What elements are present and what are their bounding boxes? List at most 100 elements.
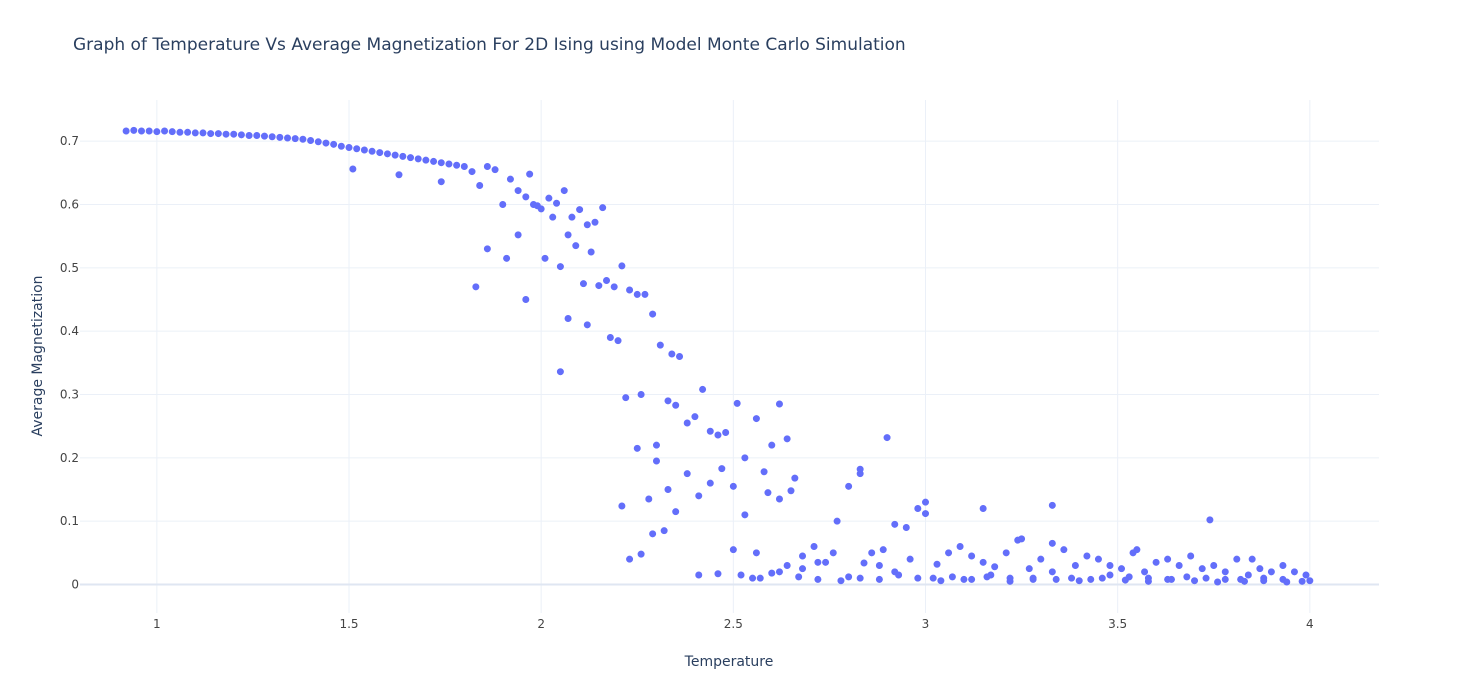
data-point bbox=[376, 149, 384, 157]
data-point bbox=[541, 254, 549, 262]
data-point bbox=[1075, 577, 1083, 585]
data-point bbox=[330, 140, 338, 148]
data-point bbox=[603, 276, 611, 284]
data-point bbox=[1037, 555, 1045, 563]
y-tick-label: 0.5 bbox=[60, 261, 79, 275]
data-point bbox=[956, 542, 964, 550]
data-point bbox=[895, 571, 903, 579]
x-tick-label: 3.5 bbox=[1108, 617, 1127, 631]
data-point bbox=[556, 368, 564, 376]
data-point bbox=[814, 575, 822, 583]
data-point bbox=[795, 573, 803, 581]
data-point bbox=[668, 350, 676, 358]
data-point bbox=[1018, 535, 1026, 543]
data-point bbox=[914, 504, 922, 512]
data-point bbox=[1248, 555, 1256, 563]
data-point bbox=[991, 563, 999, 571]
data-point bbox=[145, 127, 153, 135]
data-point bbox=[676, 352, 684, 360]
data-point bbox=[856, 574, 864, 582]
data-point bbox=[1233, 555, 1241, 563]
data-point bbox=[695, 571, 703, 579]
data-point bbox=[353, 145, 361, 153]
data-point bbox=[618, 502, 626, 510]
data-point bbox=[937, 577, 945, 585]
data-point bbox=[214, 130, 222, 138]
data-point bbox=[733, 399, 741, 407]
data-point bbox=[1060, 546, 1068, 554]
data-point bbox=[468, 168, 476, 176]
data-point bbox=[656, 341, 664, 349]
data-point bbox=[1187, 552, 1195, 560]
data-point bbox=[591, 218, 599, 226]
data-point bbox=[768, 569, 776, 577]
data-point bbox=[176, 128, 184, 136]
data-point bbox=[764, 489, 772, 497]
data-point bbox=[583, 221, 591, 229]
data-point bbox=[253, 131, 261, 139]
data-point bbox=[664, 397, 672, 405]
data-point bbox=[1094, 555, 1102, 563]
data-point bbox=[714, 570, 722, 578]
data-point bbox=[672, 401, 680, 409]
data-point bbox=[230, 130, 238, 138]
data-point bbox=[345, 144, 353, 152]
data-point bbox=[1118, 565, 1126, 573]
data-point bbox=[595, 282, 603, 290]
data-point bbox=[768, 441, 776, 449]
y-tick-label: 0.6 bbox=[60, 198, 79, 212]
data-point bbox=[526, 170, 534, 178]
data-point bbox=[1106, 561, 1114, 569]
data-point bbox=[360, 146, 368, 154]
data-point bbox=[614, 337, 622, 345]
data-point bbox=[483, 163, 491, 171]
data-point bbox=[691, 413, 699, 421]
data-point bbox=[556, 263, 564, 271]
data-point bbox=[968, 552, 976, 560]
data-point bbox=[199, 129, 207, 137]
data-point bbox=[606, 333, 614, 341]
data-point bbox=[130, 126, 138, 134]
data-point bbox=[868, 549, 876, 557]
data-point bbox=[122, 127, 130, 135]
data-point bbox=[1279, 561, 1287, 569]
data-point bbox=[1048, 568, 1056, 576]
data-point bbox=[945, 549, 953, 557]
data-point bbox=[652, 457, 660, 465]
data-point bbox=[1183, 573, 1191, 581]
data-point bbox=[1260, 577, 1268, 585]
data-point bbox=[1048, 539, 1056, 547]
data-point bbox=[783, 561, 791, 569]
data-point bbox=[522, 295, 530, 303]
data-point bbox=[979, 504, 987, 512]
y-tick-label: 0.4 bbox=[60, 324, 79, 338]
data-point bbox=[1052, 575, 1060, 583]
data-point bbox=[1283, 578, 1291, 586]
x-tick-label: 4 bbox=[1306, 617, 1314, 631]
data-point bbox=[706, 427, 714, 435]
x-tick-label: 3 bbox=[922, 617, 930, 631]
data-point bbox=[722, 428, 730, 436]
data-point bbox=[399, 152, 407, 160]
data-point bbox=[1302, 571, 1310, 579]
data-point bbox=[453, 161, 461, 169]
data-point bbox=[760, 468, 768, 476]
data-point bbox=[564, 231, 572, 239]
x-tick-label: 1.5 bbox=[339, 617, 358, 631]
data-point bbox=[1087, 575, 1095, 583]
data-point bbox=[1002, 549, 1010, 557]
data-point bbox=[1121, 576, 1129, 584]
data-point bbox=[599, 204, 607, 212]
data-point bbox=[649, 310, 657, 318]
data-point bbox=[664, 485, 672, 493]
chart-title: Graph of Temperature Vs Average Magnetiz… bbox=[73, 35, 906, 55]
data-point bbox=[672, 508, 680, 516]
data-point bbox=[752, 549, 760, 557]
data-point bbox=[322, 139, 330, 147]
data-point bbox=[307, 137, 315, 145]
data-point bbox=[276, 133, 284, 141]
data-point bbox=[856, 465, 864, 473]
data-point bbox=[291, 135, 299, 143]
data-point bbox=[741, 511, 749, 519]
data-point bbox=[430, 157, 438, 165]
